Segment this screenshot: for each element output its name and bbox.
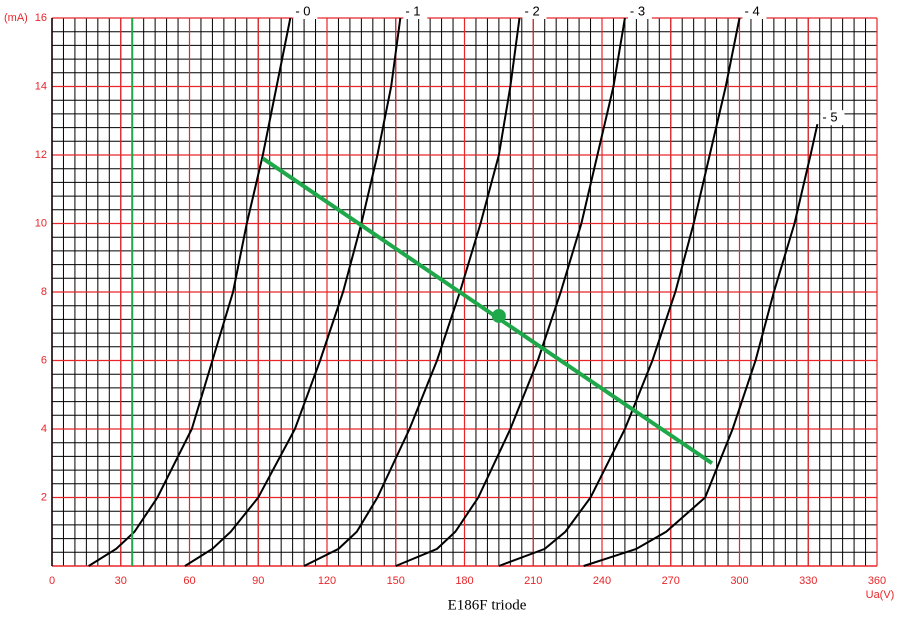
x-tick-label: 0 [49,575,55,587]
y-tick-label: 10 [35,217,47,229]
curve-label: - 3 [630,3,645,18]
x-tick-label: 330 [799,575,817,587]
curve-label-bg [627,4,652,19]
curve-label-bg [293,4,318,19]
x-tick-label: 180 [455,575,473,587]
curve-label-bg [820,110,845,126]
curve [498,17,741,567]
x-tick-label: 60 [183,575,195,587]
x-tick-label: 270 [662,575,680,587]
curve [88,17,292,567]
curve-label: - 1 [405,3,420,18]
x-tick-label: 240 [593,575,611,587]
y-tick-label: 6 [41,354,47,366]
curve [583,123,819,567]
x-tick-label: 30 [115,575,127,587]
x-tick-label: 360 [868,575,886,587]
curve-label-bg [522,4,547,19]
x-tick-label: 210 [524,575,542,587]
plot: - 0 - 1 - 2 - 3 - 4 - 5 [88,3,845,567]
x-axis-label: Ua(V) [866,589,895,601]
y-tick-label: 14 [35,80,47,92]
curve [303,17,521,567]
y-axis-label: (mA) [4,12,28,24]
chart-title: E186F triode [448,597,527,613]
load-line [261,156,714,465]
y-tick-label: 12 [35,149,47,161]
curve-label-bg [403,4,428,19]
curve-label: - 4 [745,3,760,18]
x-tick-label: 90 [252,575,264,587]
operating-point [491,308,506,323]
x-tick-label: 120 [318,575,336,587]
curve [184,17,402,567]
y-tick-label: 16 [35,12,47,24]
grid [51,17,878,567]
curve-label-bg [742,4,767,19]
curve-label: - 0 [295,3,310,18]
y-tick-label: 2 [41,491,47,503]
curve-label: - 2 [525,3,540,18]
y-tick-label: 4 [41,423,47,435]
x-tick-label: 300 [730,575,748,587]
x-tick-label: 150 [387,575,405,587]
curve-label: - 5 [822,110,837,125]
y-tick-label: 8 [41,286,47,298]
curve [395,17,626,567]
